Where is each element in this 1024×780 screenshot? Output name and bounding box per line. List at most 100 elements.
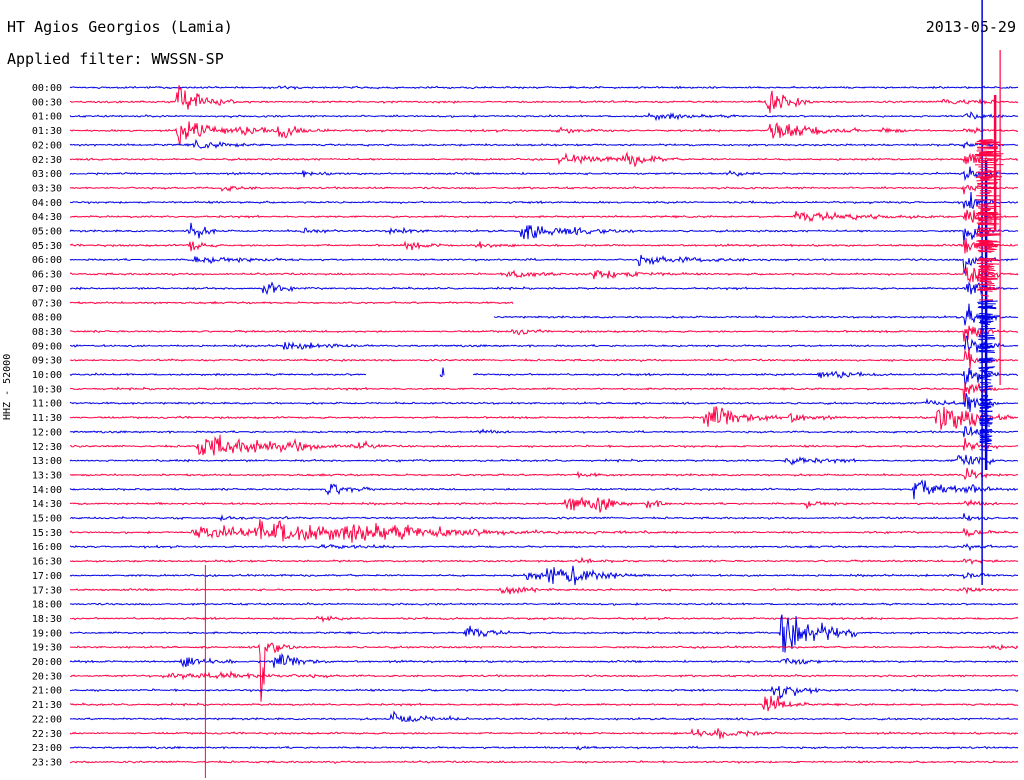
hour-label: 03:00	[32, 169, 62, 180]
event-coda	[979, 357, 993, 360]
hour-label: 12:00	[32, 427, 62, 438]
event-coda	[974, 142, 1004, 146]
event-coda	[979, 417, 993, 420]
event-coda	[978, 316, 996, 319]
trace-row	[69, 85, 1019, 91]
event-coda	[976, 259, 999, 262]
event-coda	[978, 202, 994, 205]
hour-label: 20:30	[32, 671, 62, 682]
hour-label: 13:30	[32, 470, 62, 481]
trace-row	[69, 85, 1019, 114]
hour-label: 21:00	[32, 686, 62, 697]
event-coda	[979, 405, 992, 409]
event-coda	[976, 229, 1000, 232]
event-coda	[979, 247, 992, 249]
hour-label: 10:30	[32, 384, 62, 395]
hour-label: 21:30	[32, 700, 62, 711]
hour-label: 14:30	[32, 499, 62, 510]
trace-row	[69, 382, 1019, 404]
event-coda	[979, 439, 992, 442]
station-title: HT Agios Georgios (Lamia)	[7, 18, 233, 36]
trace-row	[69, 565, 1019, 586]
event-coda	[978, 273, 995, 276]
event-coda	[976, 178, 1000, 182]
event-coda	[979, 385, 993, 388]
trace-row	[69, 392, 1018, 413]
event-coda	[979, 442, 992, 445]
trace-row	[69, 556, 1019, 565]
event-coda	[981, 143, 988, 146]
trace-row	[69, 222, 1019, 245]
trace-row	[69, 745, 1019, 751]
trace-row	[69, 685, 1019, 699]
event-coda	[979, 264, 994, 267]
trace-row	[69, 586, 1019, 595]
hour-label: 16:30	[32, 557, 62, 568]
trace-row	[69, 151, 1019, 168]
event-coda	[978, 268, 994, 271]
event-coda	[979, 280, 992, 283]
trace-row	[69, 602, 1019, 607]
hour-label: 08:00	[32, 313, 62, 324]
event-coda	[978, 242, 995, 245]
event-coda	[980, 267, 990, 270]
trace-row	[70, 759, 1019, 764]
trace-row	[69, 695, 1019, 712]
event-coda	[980, 288, 990, 291]
event-coda	[979, 421, 993, 424]
hour-label: 23:00	[32, 743, 62, 754]
trace-row	[69, 710, 1019, 723]
event-coda	[977, 159, 997, 162]
hour-label: 11:30	[32, 413, 62, 424]
hour-label: 07:00	[32, 284, 62, 295]
event-coda	[979, 381, 991, 384]
event-coda	[979, 404, 993, 407]
hour-label: 22:30	[32, 729, 62, 740]
hour-label: 17:30	[32, 585, 62, 596]
trace-row	[69, 727, 1018, 740]
event-coda	[981, 394, 989, 397]
hour-label: 20:00	[32, 657, 62, 668]
event-coda	[978, 336, 995, 339]
hour-label: 18:30	[32, 614, 62, 625]
hour-label: 09:30	[32, 356, 62, 367]
hour-label: 07:30	[32, 298, 62, 309]
trace-row	[69, 467, 1019, 481]
event-coda	[978, 283, 995, 285]
event-coda	[977, 223, 997, 226]
event-coda	[980, 260, 990, 263]
event-coda	[977, 300, 998, 303]
trace-row	[69, 348, 1019, 370]
event-coda	[979, 402, 993, 405]
hour-label: 00:30	[32, 97, 62, 108]
event-coda	[981, 360, 989, 363]
event-coda	[979, 343, 992, 346]
hour-label: 04:00	[32, 198, 62, 209]
event-coda	[979, 449, 992, 452]
event-coda	[979, 359, 992, 362]
event-coda	[977, 146, 998, 148]
event-coda	[976, 187, 999, 190]
event-coda	[979, 139, 993, 141]
hour-label: 04:30	[32, 212, 62, 223]
trace-row	[69, 454, 1019, 466]
event-coda	[979, 415, 992, 418]
trace-row	[69, 111, 1019, 122]
event-coda	[980, 389, 989, 391]
event-coda	[980, 294, 989, 297]
trace-row	[69, 434, 1019, 456]
event-coda	[975, 176, 1003, 178]
event-coda	[981, 401, 988, 404]
hour-label: 12:30	[32, 442, 62, 453]
trace-row	[69, 367, 1019, 387]
hour-label: 00:00	[32, 83, 62, 94]
trace-row	[69, 237, 1019, 254]
event-coda	[981, 412, 988, 414]
event-coda	[980, 419, 990, 422]
hour-label: 05:00	[32, 227, 62, 238]
event-coda	[977, 244, 997, 247]
hour-label: 02:30	[32, 155, 62, 166]
event-coda	[978, 166, 996, 169]
hour-label: 03:30	[32, 183, 62, 194]
event-coda	[978, 351, 995, 353]
